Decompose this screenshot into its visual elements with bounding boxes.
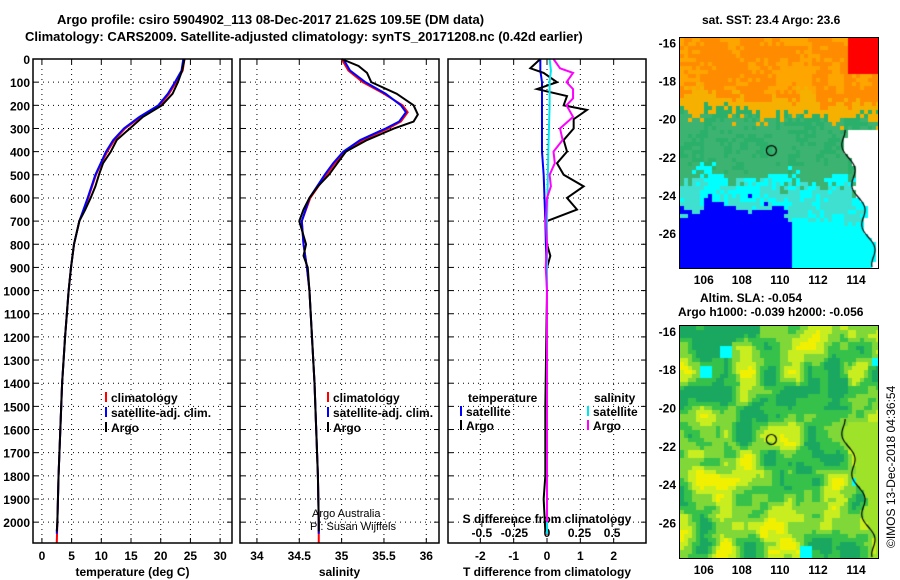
map-lat-tick-label: -20 bbox=[659, 113, 677, 127]
s-diff-tick-label: -0.5 bbox=[472, 526, 493, 540]
map-lat-tick-label: -18 bbox=[659, 75, 677, 89]
argo-credit-1: Argo Australia bbox=[312, 508, 381, 520]
sla-map-title: Altim. SLA: -0.054 bbox=[700, 291, 803, 305]
depth-tick-label: 1200 bbox=[3, 331, 30, 345]
x-tick-label: 34 bbox=[250, 549, 264, 563]
depth-tick-label: 1100 bbox=[4, 308, 30, 322]
map-lon-tick-label: 110 bbox=[770, 563, 790, 577]
map-lon-tick-label: 114 bbox=[846, 563, 866, 577]
x-tick-label: 10 bbox=[95, 549, 109, 563]
map-lat-tick-label: -16 bbox=[659, 37, 677, 51]
x-tick-label: 35.5 bbox=[372, 549, 396, 563]
x-tick-label: 30 bbox=[213, 549, 227, 563]
series-line-temperature-argo bbox=[528, 58, 590, 532]
map-lat-tick-label: -24 bbox=[659, 478, 677, 492]
x-tick-label: 25 bbox=[184, 549, 198, 563]
x-tick-label: 1 bbox=[577, 549, 584, 563]
legend-salinity-item: Argo bbox=[593, 419, 621, 433]
depth-tick-label: 500 bbox=[10, 169, 30, 183]
x-tick-label: 0 bbox=[39, 549, 46, 563]
map-lat-tick-label: -24 bbox=[659, 189, 677, 203]
series-line-satellite-adj-clim- bbox=[55, 58, 185, 534]
x-tick-label: 34.5 bbox=[288, 549, 312, 563]
map-lat-tick-label: -16 bbox=[659, 325, 677, 339]
depth-tick-label: 200 bbox=[10, 99, 30, 113]
depth-tick-label: 900 bbox=[10, 261, 30, 275]
x-axis-label: temperature (deg C) bbox=[75, 565, 189, 579]
x-tick-label: 5 bbox=[68, 549, 75, 563]
x-axis-label: T difference from climatology bbox=[463, 565, 631, 579]
map-lat-tick-label: -26 bbox=[659, 227, 677, 241]
map-lat-tick-label: -20 bbox=[659, 401, 677, 415]
x-tick-label: 15 bbox=[124, 549, 138, 563]
series-line-argo bbox=[298, 58, 419, 532]
x-axis-label: salinity bbox=[319, 565, 361, 579]
sla-map-subtitle: Argo h1000: -0.039 h2000: -0.056 bbox=[678, 305, 864, 319]
legend-salinity-title: salinity bbox=[594, 391, 636, 405]
legend-item: satellite-adj. clim. bbox=[111, 406, 211, 420]
depth-tick-label: 1600 bbox=[3, 424, 30, 438]
legend-salinity-item: satellite bbox=[593, 405, 638, 419]
imos-credit: ©IMOS 13-Dec-2018 04:36:54 bbox=[884, 385, 898, 548]
x-tick-label: 2 bbox=[610, 549, 617, 563]
x-tick-label: -2 bbox=[475, 549, 486, 563]
sla-map bbox=[679, 325, 879, 559]
legend-item: Argo bbox=[333, 421, 361, 435]
plot-frame bbox=[32, 58, 233, 544]
map-lon-tick-label: 106 bbox=[694, 273, 714, 287]
x-tick-label: 35 bbox=[335, 549, 349, 563]
depth-tick-label: 2000 bbox=[3, 516, 30, 530]
map-lon-tick-label: 110 bbox=[770, 273, 790, 287]
depth-tick-label: 1400 bbox=[3, 377, 30, 391]
map-lat-tick-label: -22 bbox=[659, 151, 677, 165]
argo-credit-2: PI: Susan Wijffels bbox=[310, 521, 396, 533]
map-lon-tick-label: 108 bbox=[732, 563, 752, 577]
depth-tick-label: 1000 bbox=[3, 285, 30, 299]
map-lon-tick-label: 112 bbox=[808, 273, 828, 287]
title-line1: Argo profile: csiro 5904902_113 08-Dec-2… bbox=[57, 12, 485, 27]
title-line2: Climatology: CARS2009. Satellite-adjuste… bbox=[25, 29, 583, 44]
series-line-salinity-argo bbox=[544, 58, 575, 523]
plot-frame bbox=[239, 58, 440, 544]
depth-tick-label: 1300 bbox=[3, 354, 30, 368]
x-tick-label: 0 bbox=[544, 549, 551, 563]
depth-tick-label: 400 bbox=[10, 146, 30, 160]
map-lat-tick-label: -26 bbox=[659, 516, 677, 530]
map-lon-tick-label: 114 bbox=[846, 273, 866, 287]
depth-tick-label: 600 bbox=[10, 192, 30, 206]
depth-tick-label: 1700 bbox=[3, 447, 30, 461]
x-tick-label: 20 bbox=[154, 549, 168, 563]
map-lon-tick-label: 106 bbox=[694, 563, 714, 577]
s-diff-tick-label: 0.5 bbox=[604, 526, 621, 540]
legend-item: climatology bbox=[111, 391, 178, 405]
depth-tick-label: 100 bbox=[10, 76, 30, 90]
s-diff-tick-label: 0.25 bbox=[568, 526, 592, 540]
x-tick-label: 36 bbox=[420, 549, 434, 563]
depth-tick-label: 1500 bbox=[3, 400, 30, 414]
s-diff-tick-label: -0.25 bbox=[501, 526, 529, 540]
map-lon-tick-label: 108 bbox=[732, 273, 752, 287]
legend-temperature-title: temperature bbox=[468, 391, 538, 405]
legend-temperature-item: satellite bbox=[466, 405, 511, 419]
depth-tick-label: 700 bbox=[10, 215, 30, 229]
map-lat-tick-label: -22 bbox=[659, 440, 677, 454]
sst-map-title: sat. SST: 23.4 Argo: 23.6 bbox=[702, 13, 841, 27]
plot-frame bbox=[447, 58, 647, 544]
series-line-argo bbox=[55, 58, 186, 532]
legend-item: satellite-adj. clim. bbox=[333, 406, 433, 420]
sst-map bbox=[679, 37, 879, 269]
map-lat-tick-label: -18 bbox=[659, 363, 677, 377]
x-tick-label: -1 bbox=[508, 549, 519, 563]
depth-tick-label: 1900 bbox=[3, 493, 30, 507]
depth-tick-label: 1800 bbox=[3, 470, 30, 484]
legend-temperature-item: Argo bbox=[466, 419, 494, 433]
map-lon-tick-label: 112 bbox=[808, 563, 828, 577]
legend-item: climatology bbox=[333, 391, 400, 405]
depth-tick-label: 800 bbox=[10, 238, 30, 252]
legend-item: Argo bbox=[111, 421, 139, 435]
depth-tick-label: 300 bbox=[10, 122, 30, 136]
depth-tick-label: 0 bbox=[23, 53, 30, 67]
